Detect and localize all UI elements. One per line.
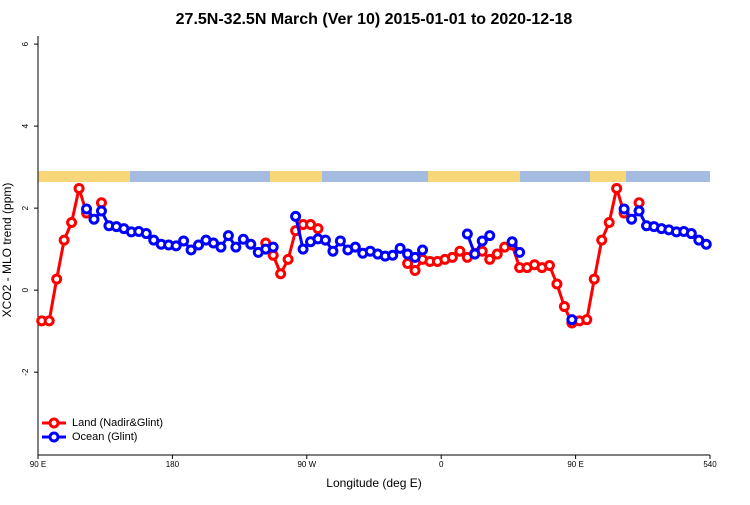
data-point xyxy=(618,203,630,215)
data-point xyxy=(290,210,302,222)
data-point xyxy=(193,239,205,251)
data-point xyxy=(484,230,496,242)
data-point xyxy=(349,241,361,253)
data-point xyxy=(581,314,593,326)
data-point xyxy=(178,235,190,247)
legend-label: Land (Nadir&Glint) xyxy=(72,417,163,429)
data-point xyxy=(230,241,242,253)
data-point xyxy=(215,241,227,253)
data-point xyxy=(446,251,458,263)
x-axis-label: Longitude (deg E) xyxy=(326,476,421,490)
chart-title: 27.5N-32.5N March (Ver 10) 2015-01-01 to… xyxy=(176,11,573,28)
data-point xyxy=(140,228,152,240)
y-tick-label: 2 xyxy=(21,205,30,210)
x-tick-label: 90 E xyxy=(567,460,583,469)
data-point xyxy=(596,234,608,246)
data-point xyxy=(222,230,234,242)
data-point xyxy=(588,273,600,285)
data-point xyxy=(267,241,279,253)
data-point xyxy=(170,240,182,252)
data-point xyxy=(543,260,555,272)
data-point xyxy=(51,273,63,285)
data-point xyxy=(700,238,712,250)
x-tick-label: 0 xyxy=(439,460,444,469)
x-tick-label: 540 xyxy=(703,460,717,469)
data-point xyxy=(334,235,346,247)
data-point xyxy=(43,315,55,327)
data-point xyxy=(387,249,399,261)
data-point xyxy=(66,216,78,228)
data-point xyxy=(95,205,107,217)
data-point xyxy=(633,205,645,217)
data-point xyxy=(73,182,85,194)
data-point xyxy=(402,257,414,269)
legend-label: Ocean (Glint) xyxy=(72,431,137,443)
y-axis-label: XCO2 - MLO trend (ppm) xyxy=(0,183,14,318)
data-point xyxy=(626,213,638,225)
data-point xyxy=(237,233,249,245)
data-point xyxy=(81,203,93,215)
x-tick-label: 90 E xyxy=(30,460,46,469)
y-tick-label: 0 xyxy=(21,287,30,292)
surface-strip xyxy=(38,171,710,182)
data-point xyxy=(685,228,697,240)
series-line xyxy=(42,188,639,323)
data-point xyxy=(185,244,197,256)
legend-marker xyxy=(48,431,60,443)
data-point xyxy=(297,243,309,255)
data-point xyxy=(394,242,406,254)
x-tick-label: 180 xyxy=(166,460,180,469)
data-point xyxy=(409,251,421,263)
data-point xyxy=(275,268,287,280)
y-tick-label: 4 xyxy=(21,123,30,128)
data-point xyxy=(491,248,503,260)
data-point xyxy=(319,234,331,246)
data-point xyxy=(484,253,496,265)
legend-marker xyxy=(48,417,60,429)
data-point xyxy=(88,213,100,225)
data-point xyxy=(551,278,563,290)
data-point xyxy=(566,314,578,326)
data-point xyxy=(469,248,481,260)
data-point xyxy=(417,244,429,256)
data-point xyxy=(245,238,257,250)
y-tick-label: -2 xyxy=(21,368,30,376)
data-point xyxy=(312,223,324,235)
data-point xyxy=(558,301,570,313)
y-tick-label: 6 xyxy=(21,41,30,46)
data-point xyxy=(58,234,70,246)
data-point xyxy=(506,236,518,248)
data-point xyxy=(282,253,294,265)
data-point xyxy=(454,245,466,257)
data-point xyxy=(327,245,339,257)
data-point xyxy=(603,216,615,228)
data-point xyxy=(514,246,526,258)
data-point xyxy=(461,228,473,240)
data-point xyxy=(409,264,421,276)
data-point xyxy=(611,182,623,194)
data-point xyxy=(476,235,488,247)
x-tick-label: 90 W xyxy=(297,460,316,469)
